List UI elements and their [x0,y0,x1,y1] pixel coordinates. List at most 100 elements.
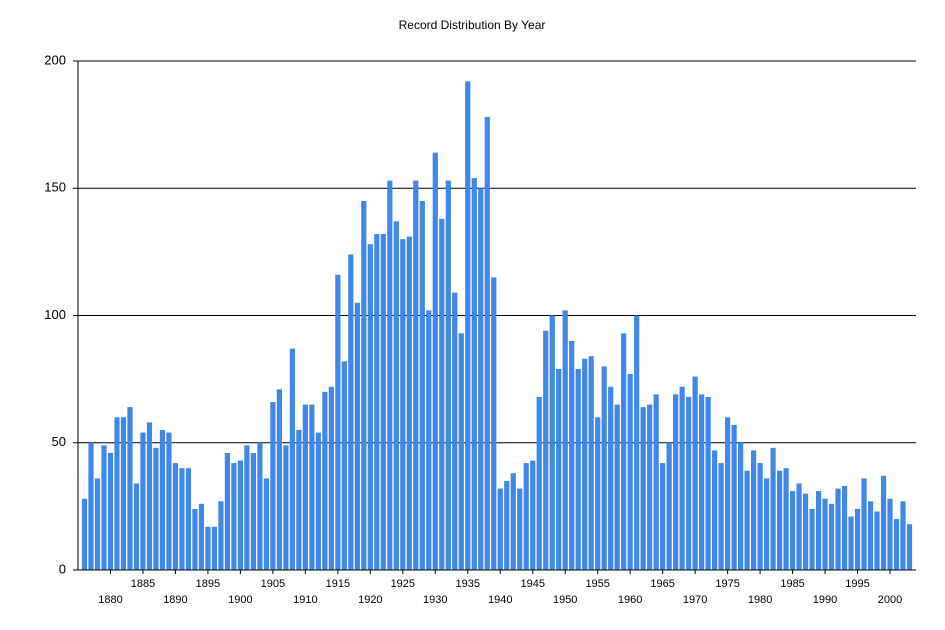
bar [146,422,153,570]
bar [172,463,179,570]
bar [250,452,256,570]
bar [153,447,159,570]
bar [133,483,140,570]
bar [601,366,607,570]
bar [367,244,373,571]
bar [841,486,848,570]
x-tick-label: 1975 [715,578,739,590]
bar [341,361,347,570]
bar [458,333,464,570]
bar [387,180,393,571]
bar [530,460,536,570]
bar [517,488,523,570]
bar [893,519,900,570]
bar [699,394,705,570]
x-tick-label: 1955 [585,578,609,590]
bar [796,483,802,570]
bar [562,310,568,570]
bar [419,200,425,570]
bar [712,450,718,570]
bar [653,394,659,570]
bar [263,478,269,570]
bar [471,178,477,570]
bar [393,221,399,570]
bar [231,463,237,570]
x-tick-label: 1985 [780,578,804,590]
x-tick-label: 1920 [358,594,382,606]
bar [276,389,282,570]
y-tick-label: 200 [44,52,66,67]
x-tick-label: 1945 [520,578,544,590]
bar [198,503,205,570]
bar [88,442,94,570]
bar [783,468,789,570]
x-tick-label: 1880 [98,594,122,606]
x-tick-label: 1990 [813,594,837,606]
bar [874,511,880,570]
bar [705,396,711,570]
bar [81,498,88,570]
bar [731,424,737,570]
bar [257,442,263,570]
bar [114,417,120,570]
bar [543,330,549,570]
x-tick-label: 1960 [618,594,642,606]
bar [634,315,640,570]
bar [575,368,581,570]
bar [237,460,244,570]
bar [497,488,503,570]
bar [400,239,406,570]
bar [776,470,783,570]
bar [582,358,588,570]
bar [101,445,107,570]
bar [484,116,490,571]
bar [588,356,594,570]
x-tick-label: 1935 [456,578,480,590]
bar [354,302,360,570]
bar [218,501,224,570]
bar [763,478,770,570]
bar [880,475,887,570]
bar [523,463,529,570]
bar [244,445,250,570]
bar [94,478,101,570]
x-tick-label: 1970 [683,594,707,606]
chart-title: Record Distribution By Year [399,18,546,32]
bar [673,394,679,570]
bar [224,452,231,570]
bar [549,315,555,570]
bar [809,508,815,570]
bar [686,396,692,570]
bar [361,200,367,570]
bar [426,310,432,570]
bar [854,508,861,570]
bar [647,404,653,570]
bar [211,526,218,570]
x-tick-label: 1905 [261,578,285,590]
bar [770,447,776,570]
bar [536,396,542,570]
bar [887,498,893,570]
bar [406,236,412,571]
bar [608,386,614,570]
bar [302,404,308,570]
bar [718,463,724,570]
bar [452,292,458,570]
bar [445,180,451,571]
bar [906,524,913,570]
bar [107,452,114,570]
bar [861,478,867,570]
x-tick-label: 1995 [845,578,869,590]
bar [348,254,354,571]
bar [465,81,471,571]
x-tick-label: 1940 [488,594,512,606]
bar [802,493,809,570]
bar [413,180,419,571]
bar [679,386,685,570]
y-tick-label: 150 [44,180,66,195]
x-tick-label: 1980 [748,594,772,606]
bar [900,501,906,570]
bar [510,473,516,570]
bar [738,442,744,570]
